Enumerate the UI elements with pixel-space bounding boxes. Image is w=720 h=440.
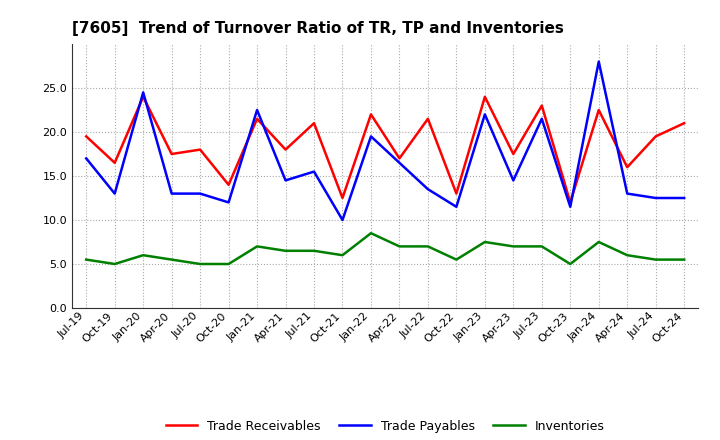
Trade Receivables xyxy=(253,116,261,121)
Trade Payables xyxy=(537,116,546,121)
Trade Receivables xyxy=(537,103,546,108)
Trade Payables xyxy=(366,134,375,139)
Inventories xyxy=(595,239,603,245)
Inventories xyxy=(537,244,546,249)
Trade Payables xyxy=(82,156,91,161)
Line: Inventories: Inventories xyxy=(86,233,684,264)
Text: [7605]  Trend of Turnover Ratio of TR, TP and Inventories: [7605] Trend of Turnover Ratio of TR, TP… xyxy=(72,21,564,36)
Trade Payables xyxy=(452,204,461,209)
Inventories xyxy=(366,231,375,236)
Inventories xyxy=(623,253,631,258)
Trade Payables xyxy=(623,191,631,196)
Inventories xyxy=(480,239,489,245)
Inventories xyxy=(680,257,688,262)
Trade Payables xyxy=(338,217,347,223)
Trade Receivables xyxy=(196,147,204,152)
Trade Receivables xyxy=(652,134,660,139)
Trade Receivables xyxy=(110,160,119,165)
Trade Payables xyxy=(110,191,119,196)
Trade Payables xyxy=(566,204,575,209)
Trade Receivables xyxy=(82,134,91,139)
Trade Receivables xyxy=(282,147,290,152)
Trade Payables xyxy=(196,191,204,196)
Trade Receivables xyxy=(423,116,432,121)
Inventories xyxy=(82,257,91,262)
Trade Receivables xyxy=(225,182,233,187)
Inventories xyxy=(652,257,660,262)
Inventories xyxy=(395,244,404,249)
Trade Receivables xyxy=(167,151,176,157)
Inventories xyxy=(509,244,518,249)
Inventories xyxy=(139,253,148,258)
Trade Payables xyxy=(395,160,404,165)
Trade Receivables xyxy=(509,151,518,157)
Trade Payables xyxy=(167,191,176,196)
Trade Receivables xyxy=(366,112,375,117)
Trade Payables xyxy=(652,195,660,201)
Trade Receivables xyxy=(310,121,318,126)
Trade Payables xyxy=(253,107,261,113)
Inventories xyxy=(452,257,461,262)
Trade Receivables xyxy=(338,195,347,201)
Trade Receivables xyxy=(395,156,404,161)
Inventories xyxy=(566,261,575,267)
Trade Payables xyxy=(595,59,603,64)
Trade Payables xyxy=(310,169,318,174)
Inventories xyxy=(282,248,290,253)
Trade Payables xyxy=(680,195,688,201)
Trade Receivables xyxy=(595,107,603,113)
Trade Receivables xyxy=(680,121,688,126)
Line: Trade Receivables: Trade Receivables xyxy=(86,97,684,202)
Legend: Trade Receivables, Trade Payables, Inventories: Trade Receivables, Trade Payables, Inven… xyxy=(161,414,610,437)
Trade Receivables xyxy=(480,94,489,99)
Inventories xyxy=(167,257,176,262)
Trade Payables xyxy=(509,178,518,183)
Inventories xyxy=(196,261,204,267)
Trade Receivables xyxy=(623,165,631,170)
Trade Payables xyxy=(423,187,432,192)
Trade Payables xyxy=(225,200,233,205)
Trade Receivables xyxy=(566,200,575,205)
Inventories xyxy=(225,261,233,267)
Line: Trade Payables: Trade Payables xyxy=(86,62,684,220)
Trade Payables xyxy=(480,112,489,117)
Trade Payables xyxy=(282,178,290,183)
Inventories xyxy=(310,248,318,253)
Inventories xyxy=(253,244,261,249)
Inventories xyxy=(338,253,347,258)
Inventories xyxy=(423,244,432,249)
Inventories xyxy=(110,261,119,267)
Trade Receivables xyxy=(139,94,148,99)
Trade Receivables xyxy=(452,191,461,196)
Trade Payables xyxy=(139,90,148,95)
